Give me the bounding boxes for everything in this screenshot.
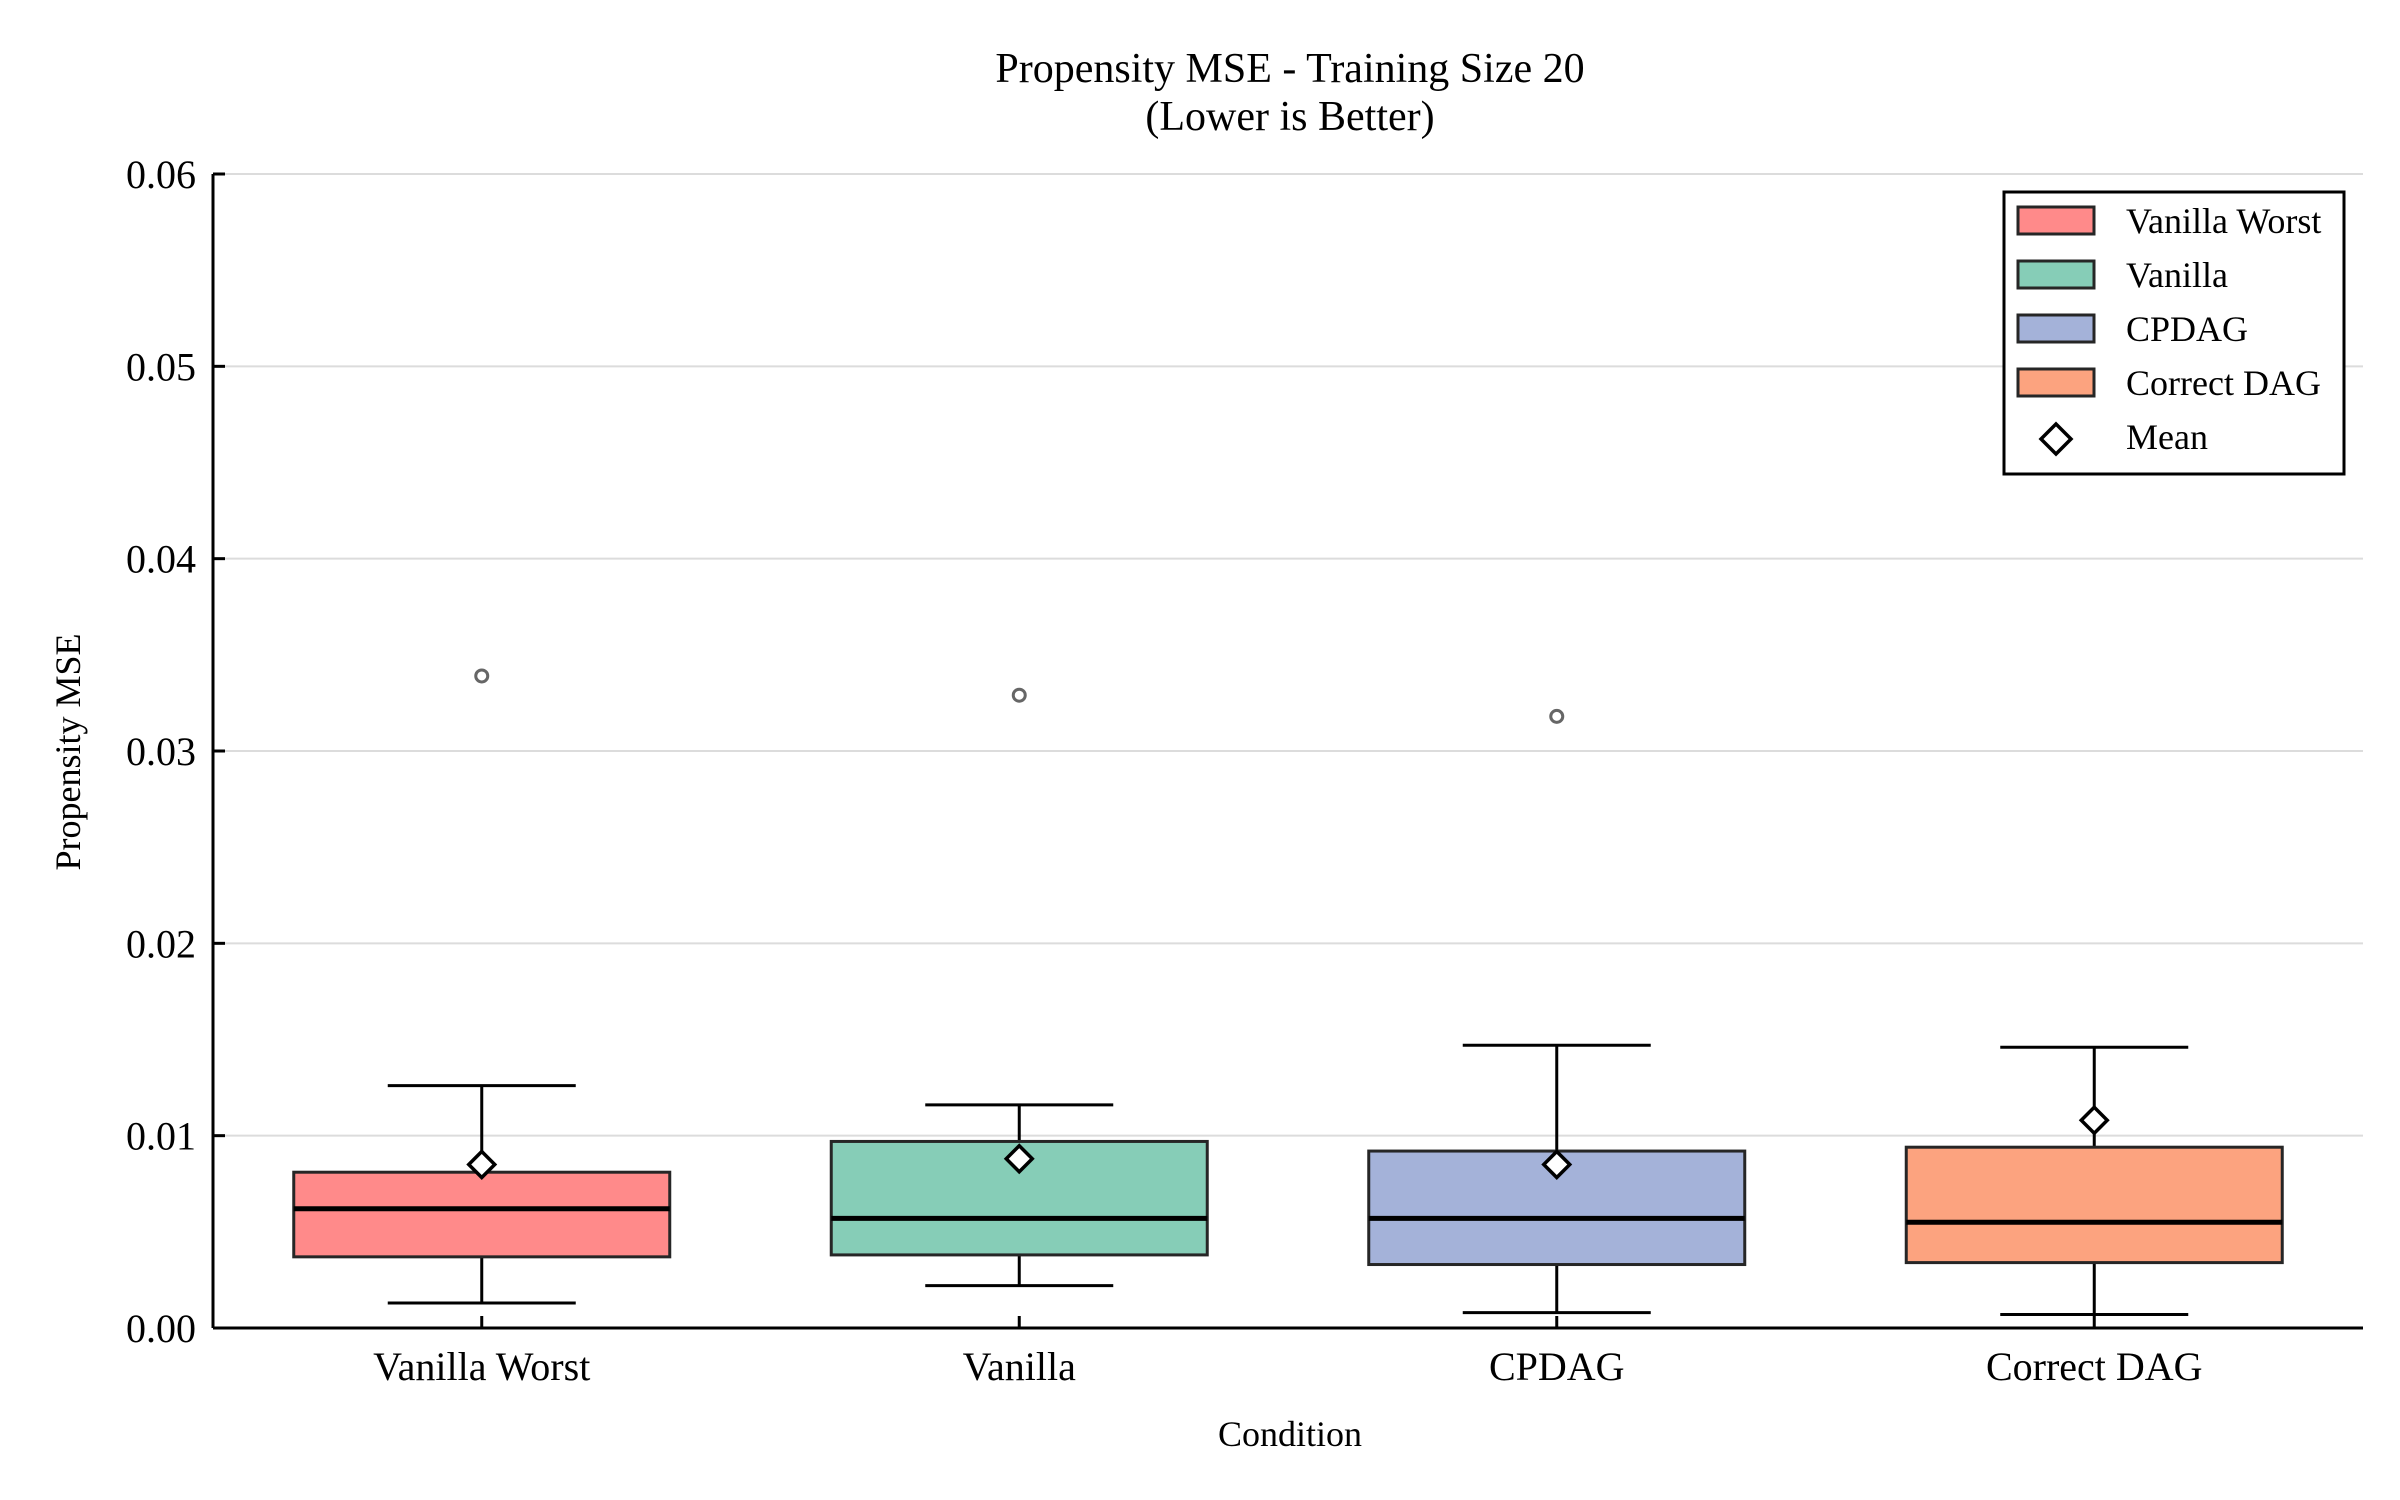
legend-swatch [2016, 205, 2096, 236]
legend-swatch [2016, 259, 2096, 290]
y-tick-label: 0.02 [126, 921, 196, 966]
legend-swatch [2016, 367, 2096, 398]
mean-marker [1003, 1143, 1035, 1175]
y-tick-label: 0.05 [126, 344, 196, 389]
legend-label: Vanilla [2126, 255, 2228, 295]
y-tick-label: 0.03 [126, 729, 196, 774]
box [1904, 1145, 2284, 1265]
box-group [1904, 1045, 2284, 1317]
y-tick-label: 0.01 [126, 1114, 196, 1159]
legend-label: Correct DAG [2126, 363, 2321, 403]
gridlines [213, 173, 2363, 1137]
x-tick-label: Vanilla [963, 1344, 1077, 1389]
x-ticks: Vanilla Worst Vanilla CPDAG Correct DAG [373, 1316, 2203, 1389]
x-axis-label: Condition [1218, 1414, 1362, 1454]
legend: Vanilla Worst Vanilla CPDAG Correct DAG Mean [2002, 190, 2346, 476]
legend-label: Mean [2126, 417, 2208, 457]
y-ticks: 0.00 0.01 0.02 0.03 0.04 0.05 0.06 [126, 152, 225, 1351]
mean-marker [2078, 1104, 2110, 1136]
boxes [292, 668, 2284, 1317]
y-tick-label: 0.00 [126, 1306, 196, 1351]
x-tick-label: CPDAG [1489, 1344, 1625, 1389]
box [292, 1170, 672, 1259]
chart-subtitle: (Lower is Better) [1145, 94, 1434, 140]
box-group [829, 687, 1209, 1288]
legend-mean-marker [2038, 421, 2074, 457]
mean-marker [1541, 1149, 1573, 1180]
x-tick-label: Vanilla Worst [373, 1344, 590, 1389]
legend-label: Vanilla Worst [2126, 201, 2321, 241]
legend-label: CPDAG [2126, 309, 2248, 349]
box-group [292, 668, 672, 1305]
legend-swatch [2016, 313, 2096, 344]
outlier-point [1011, 687, 1027, 703]
x-tick-label: Correct DAG [1986, 1344, 2203, 1389]
y-tick-label: 0.04 [126, 537, 196, 582]
chart-title: Propensity MSE - Training Size 20 [995, 46, 1584, 92]
box-group [1367, 708, 1747, 1315]
y-axis-label: Propensity MSE [48, 633, 88, 870]
mean-marker [466, 1149, 498, 1180]
legend-items: Vanilla Worst Vanilla CPDAG Correct DAG Mean [2016, 201, 2321, 457]
outlier-point [474, 668, 490, 684]
outlier-point [1549, 708, 1565, 724]
y-tick-label: 0.06 [126, 152, 196, 197]
